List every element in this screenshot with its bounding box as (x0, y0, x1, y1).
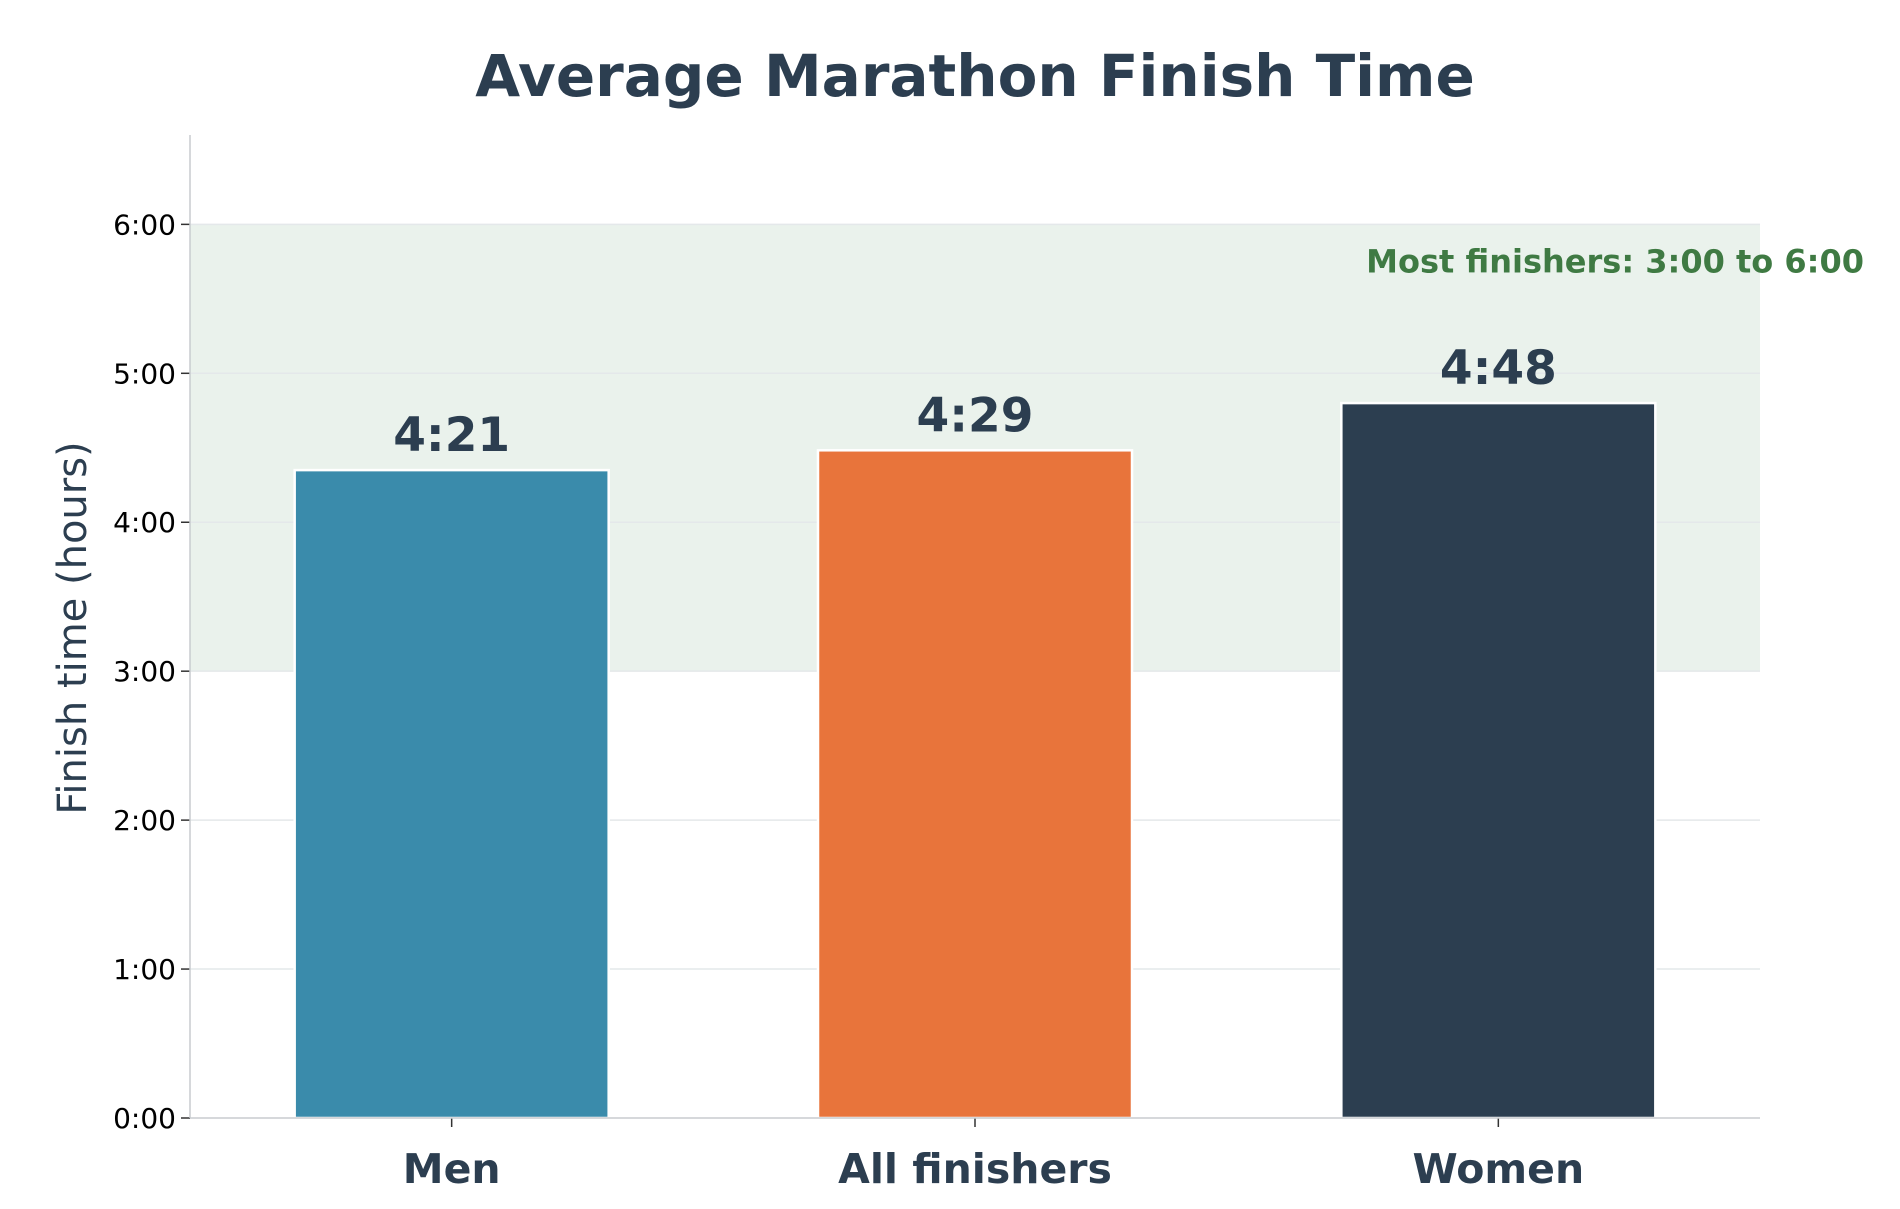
bar-men (293, 468, 610, 1120)
y-tick-label: 4:00 (113, 506, 176, 539)
y-tick-label: 0:00 (113, 1102, 176, 1135)
x-tick-label: All finishers (838, 1145, 1112, 1193)
bar-value-label: 4:48 (1440, 341, 1557, 396)
y-tick-label: 3:00 (113, 655, 176, 688)
x-tick-label: Women (1413, 1145, 1585, 1193)
bar-women (1340, 401, 1657, 1120)
axis-layer (181, 135, 1760, 1127)
bar-value-label: 4:29 (917, 388, 1034, 443)
chart-title: Average Marathon Finish Time (475, 42, 1475, 110)
bar-value-label: 4:21 (393, 408, 510, 463)
y-tick-label: 2:00 (113, 804, 176, 837)
bar-layer (293, 401, 1657, 1120)
y-tick-label: 1:00 (113, 953, 176, 986)
y-axis-label: Finish time (hours) (50, 441, 96, 814)
bar-all-finishers (816, 449, 1134, 1120)
y-tick-label: 6:00 (113, 208, 176, 241)
band-label: Most finishers: 3:00 to 6:00 (1366, 242, 1864, 280)
y-tick-label: 5:00 (113, 357, 176, 390)
label-layer: 0:00 1:00 2:00 3:00 4:00 5:00 6:00 4:21 Men 4:29 A… (113, 208, 1584, 1193)
x-tick-label: Men (403, 1145, 501, 1193)
